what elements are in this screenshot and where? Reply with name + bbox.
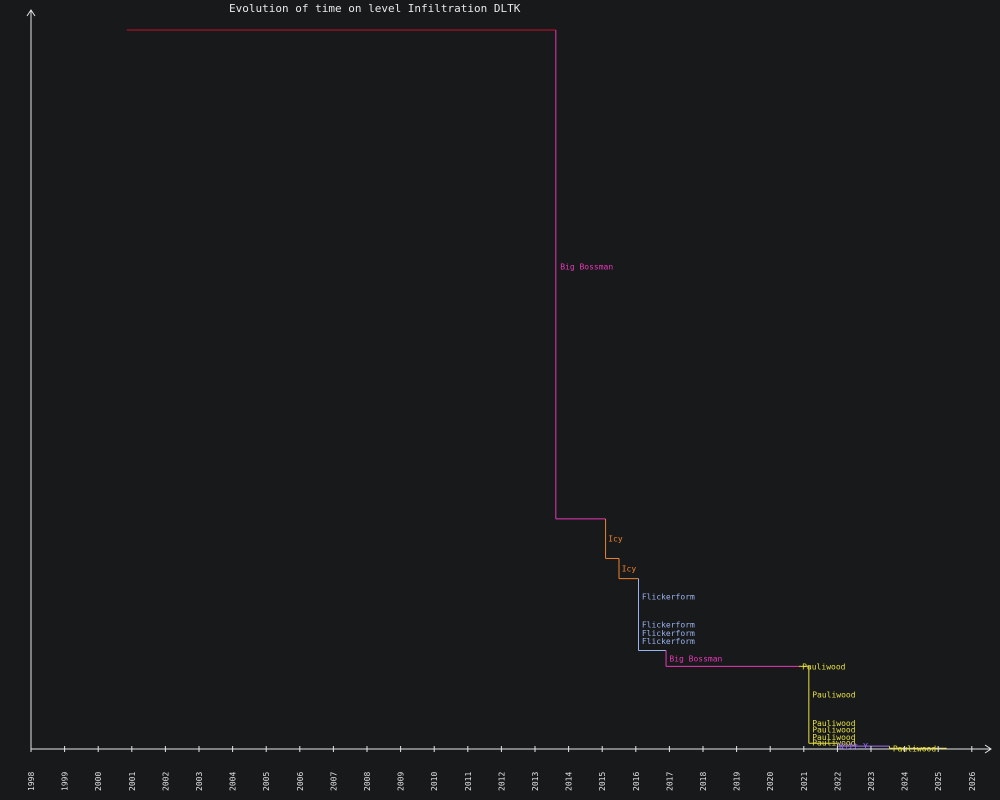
x-tick-label: 2013 (531, 772, 540, 791)
x-tick-label: 2024 (901, 772, 910, 791)
x-ticks: 1998 1999 2000 2001 2002 2003 2004 2005 2006 2007… (27, 746, 977, 791)
x-tick-label: 2008 (363, 772, 372, 791)
segment-holder-label: Big Bossman (560, 263, 613, 272)
x-tick-label: 2018 (699, 772, 708, 791)
x-tick-label: 2025 (934, 772, 943, 791)
x-tick-label: 2010 (430, 772, 439, 791)
segment-holder-label: Pauliwood (812, 739, 856, 748)
x-tick-label: 1998 (27, 772, 36, 791)
x-tick-label: 2004 (229, 772, 238, 791)
x-tick-label: 2023 (867, 772, 876, 791)
segment-labels: Big BossmanIcyIcyFlickerformFlickerformF… (560, 263, 936, 754)
segment-holder-label: Pauliwood (893, 744, 937, 753)
segment-holder-label: Pauliwood (812, 719, 856, 728)
segment-holder-label: Pauliwood (802, 662, 846, 671)
segment-holder-label: Pauliwood (812, 733, 856, 742)
x-tick-label: 2019 (733, 772, 742, 791)
x-tick-label: 1999 (61, 772, 70, 791)
x-tick-label: 2009 (397, 772, 406, 791)
x-tick-label: 2002 (161, 772, 170, 791)
y-axis-arrow (26, 9, 36, 17)
segment-holder-label: Flickerform (642, 621, 695, 630)
x-tick-label: 2020 (766, 772, 775, 791)
x-tick-label: 2015 (598, 772, 607, 791)
x-tick-label: 2021 (800, 772, 809, 791)
x-tick-label: 2001 (128, 772, 137, 791)
x-tick-label: 2026 (968, 772, 977, 791)
segment-holder-label: Flickerform (642, 593, 695, 602)
x-tick-label: 2014 (565, 772, 574, 791)
segment-holder-label: Flickerform (642, 629, 695, 638)
series (126, 29, 947, 749)
x-tick-label: 2007 (329, 772, 338, 791)
x-axis-arrow (984, 744, 992, 754)
x-tick-label: 2016 (632, 772, 641, 791)
x-tick-label: 2017 (665, 772, 674, 791)
segment-holder-label: Icy (622, 565, 637, 574)
segment-holder-label: Kitt Y. (839, 742, 873, 751)
x-tick-label: 2003 (195, 772, 204, 791)
x-tick-label: 2012 (497, 772, 506, 791)
segment-holder-label: Pauliwood (812, 726, 856, 735)
segment-holder-label: Flickerform (642, 637, 695, 646)
segment-holder-label: Pauliwood (812, 690, 856, 699)
x-tick-label: 2000 (94, 772, 103, 791)
segment-holder-label: Icy (608, 534, 623, 543)
x-tick-label: 2006 (296, 772, 305, 791)
x-tick-label: 2005 (262, 772, 271, 791)
segment-holder-label: Big Bossman (669, 654, 722, 663)
x-tick-label: 2022 (833, 772, 842, 791)
chart-title: Evolution of time on level Infiltration … (229, 2, 521, 15)
x-tick-label: 2011 (464, 772, 473, 791)
axes (26, 9, 992, 754)
